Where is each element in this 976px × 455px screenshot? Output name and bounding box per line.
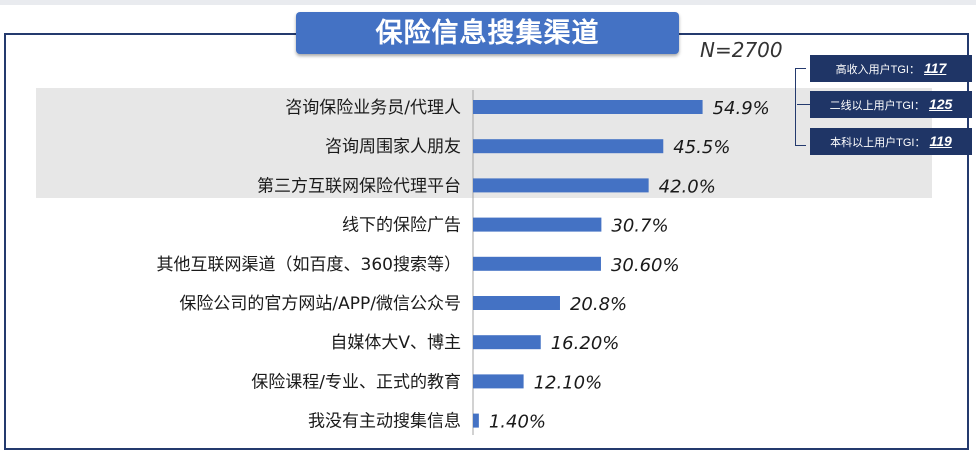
tgi-box-bachelor: 本科以上用户TGI： 119 <box>810 128 972 155</box>
tgi-bracket-tick <box>797 104 811 105</box>
bar <box>473 178 649 193</box>
bar <box>473 335 541 350</box>
category-label: 保险课程/专业、正式的教育 <box>251 372 461 392</box>
category-label: 保险公司的官方网站/APP/微信公众号 <box>179 294 461 314</box>
category-label: 咨询周围家人朋友 <box>325 137 461 157</box>
bar <box>473 139 664 154</box>
tgi-value: 125 <box>928 96 953 112</box>
value-label: 20.8% <box>570 294 627 315</box>
bar <box>473 100 703 114</box>
value-label: 30.7% <box>611 216 668 237</box>
value-label: 12.10% <box>534 372 603 393</box>
category-label: 第三方互联网保险代理平台 <box>257 176 461 196</box>
value-label: 45.5% <box>673 137 730 158</box>
tgi-value: 119 <box>929 133 952 149</box>
category-label: 我没有主动搜集信息 <box>308 412 461 432</box>
tgi-value: 117 <box>924 60 947 76</box>
chart-title: 保险信息搜集渠道 <box>296 12 679 54</box>
tgi-label: 高收入用户TGI： <box>835 64 920 76</box>
bar <box>473 217 602 232</box>
value-label: 1.40% <box>489 412 546 433</box>
value-label: 30.60% <box>611 255 680 276</box>
value-label: 54.9% <box>713 98 770 119</box>
category-label: 咨询保险业务员/代理人 <box>285 98 461 118</box>
category-label: 自媒体大V、博主 <box>330 333 461 353</box>
value-label: 16.20% <box>551 333 620 354</box>
category-label: 其他互联网渠道（如百度、360搜索等） <box>157 255 461 275</box>
value-label: 42.0% <box>659 176 716 197</box>
category-label: 线下的保险广告 <box>342 216 461 236</box>
tgi-bracket <box>795 68 806 146</box>
top-strip <box>0 0 976 5</box>
bar <box>473 413 479 428</box>
tgi-label: 本科以上用户TGI： <box>830 137 926 149</box>
bar <box>473 256 601 271</box>
bar <box>473 374 524 389</box>
tgi-box-high-income: 高收入用户TGI： 117 <box>810 55 972 82</box>
sample-size: N=2700 <box>700 38 783 62</box>
bar <box>473 296 560 310</box>
tgi-label: 二线以上用户TGI： <box>829 100 925 112</box>
tgi-box-tier2-city: 二线以上用户TGI： 125 <box>810 91 972 118</box>
